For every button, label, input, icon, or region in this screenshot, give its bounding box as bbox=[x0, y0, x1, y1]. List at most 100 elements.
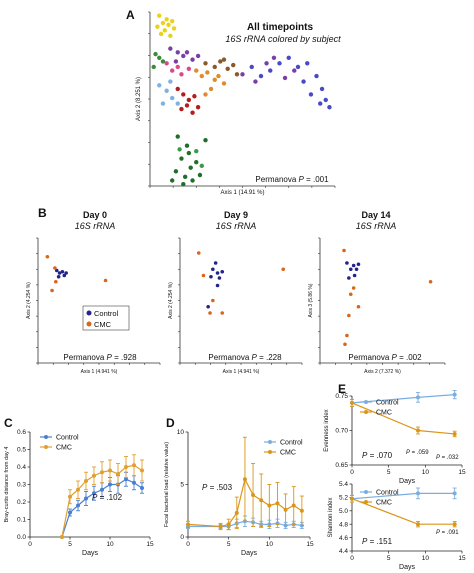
x-tick-label-E1: 15 bbox=[458, 469, 466, 476]
data-point-B9-1-2 bbox=[211, 298, 215, 303]
x-tick-label-E1: 0 bbox=[350, 469, 354, 476]
data-point-D-1-10 bbox=[291, 503, 296, 508]
x-tick-label-C: 15 bbox=[146, 541, 154, 548]
data-point-A-4-7 bbox=[203, 92, 208, 97]
legend-marker-D-0 bbox=[268, 440, 272, 444]
data-point-A-6-1 bbox=[181, 92, 186, 97]
data-point-B14-0-0 bbox=[345, 261, 349, 265]
y-tick-label-E2: 4.6 bbox=[339, 535, 348, 542]
data-point-A-6-3 bbox=[192, 94, 197, 99]
data-point-D-1-3 bbox=[234, 510, 239, 515]
data-point-A-4-3 bbox=[212, 77, 217, 82]
data-point-A-7-1 bbox=[164, 88, 169, 93]
data-point-A-11-0 bbox=[194, 149, 199, 154]
data-point-C-0-2 bbox=[76, 503, 80, 508]
data-point-A-0-6 bbox=[171, 26, 177, 31]
data-point-D-1-1 bbox=[218, 524, 223, 529]
y-axis-label-B14: Axis 3 (5.86 %) bbox=[308, 283, 314, 317]
data-point-B9-0-0 bbox=[211, 267, 215, 272]
data-point-A-3-2 bbox=[175, 64, 180, 70]
data-point-C-1-9 bbox=[132, 463, 136, 468]
y-tick-label-C: 0.0 bbox=[17, 534, 26, 541]
data-point-E2-0-1 bbox=[416, 491, 420, 496]
data-point-D-1-2 bbox=[226, 522, 231, 527]
data-point-E2-0-2 bbox=[452, 491, 457, 496]
legend-marker-E1-1 bbox=[364, 410, 368, 414]
data-point-A-7-5 bbox=[175, 101, 180, 106]
data-point-A-0-8 bbox=[158, 31, 164, 37]
data-point-A-5-1 bbox=[212, 64, 217, 70]
data-point-A-7-4 bbox=[168, 79, 173, 84]
data-point-A-8-4 bbox=[286, 55, 291, 60]
data-point-A-10-12 bbox=[186, 150, 192, 156]
data-point-A-9-5 bbox=[271, 55, 277, 60]
panel-b9-subtitle: 16S rRNA bbox=[215, 221, 257, 231]
data-point-A-6-2 bbox=[186, 97, 192, 103]
data-point-A-9-3 bbox=[282, 75, 288, 81]
x-tick-label-C: 10 bbox=[106, 541, 114, 548]
data-point-B9-1-0 bbox=[196, 251, 201, 255]
data-point-A-3-1 bbox=[170, 68, 175, 73]
y-axis-label-D: Fecal bacterial load (relative value) bbox=[164, 442, 170, 527]
data-point-B0-0-5 bbox=[64, 271, 68, 275]
data-point-A-6-5 bbox=[195, 105, 201, 110]
data-point-C-0-5 bbox=[100, 487, 104, 492]
data-point-A-7-3 bbox=[160, 101, 166, 106]
data-point-B9-0-2 bbox=[217, 276, 222, 280]
data-point-A-5-3 bbox=[225, 66, 230, 71]
data-point-A-5-4 bbox=[231, 62, 236, 68]
data-point-A-5-5 bbox=[221, 57, 227, 62]
legend-label-C-1: CMC bbox=[56, 445, 72, 452]
data-point-A-1-5 bbox=[173, 59, 179, 64]
panel-b14-subtitle: 16S rRNA bbox=[355, 221, 397, 231]
data-point-A-0-2 bbox=[170, 18, 175, 24]
data-point-D-1-9 bbox=[283, 507, 288, 512]
legend-marker-E2-1 bbox=[364, 500, 368, 504]
y-tick-label-C: 0.2 bbox=[17, 499, 26, 506]
data-point-B9-0-5 bbox=[209, 274, 213, 279]
y-tick-label-D: 10 bbox=[177, 429, 185, 436]
y-axis-label-E1: Evenness index bbox=[324, 409, 330, 451]
data-point-A-0-9 bbox=[168, 33, 173, 39]
data-point-D-1-6 bbox=[259, 498, 264, 503]
data-point-A-6-0 bbox=[175, 86, 180, 92]
data-point-B14-1-3 bbox=[347, 313, 351, 318]
legend-marker-C-1 bbox=[44, 445, 48, 449]
data-point-A-8-2 bbox=[268, 68, 273, 73]
data-point-C-0-6 bbox=[108, 482, 112, 487]
data-point-A-8-3 bbox=[277, 61, 282, 66]
y-tick-label-E2: 4.4 bbox=[339, 548, 348, 555]
panel-b14-title: Day 14 bbox=[361, 210, 391, 220]
data-point-A-2-2 bbox=[160, 59, 166, 64]
data-point-A-10-2 bbox=[179, 156, 184, 161]
x-axis-label-B9: Axis 1 (4.941 %) bbox=[223, 369, 260, 375]
data-point-B14-1-7 bbox=[428, 279, 433, 284]
y-tick-label-C: 0.1 bbox=[17, 517, 26, 524]
data-point-D-1-5 bbox=[251, 493, 256, 497]
panel-label-d: D bbox=[166, 416, 175, 430]
point-annotation-E1-1: P = .032 bbox=[436, 455, 459, 461]
data-point-A-9-4 bbox=[292, 68, 297, 73]
data-point-B0-1-0 bbox=[45, 254, 50, 259]
y-tick-label-C: 0.5 bbox=[17, 447, 26, 454]
data-point-A-1-0 bbox=[168, 46, 173, 51]
data-point-E1-1-0 bbox=[350, 400, 354, 405]
data-point-B14-1-0 bbox=[342, 248, 346, 253]
x-tick-label-D: 5 bbox=[227, 541, 231, 548]
data-point-B9-1-3 bbox=[208, 311, 212, 315]
data-point-B14-0-6 bbox=[352, 273, 357, 278]
data-point-E2-1-0 bbox=[350, 496, 354, 501]
data-point-B9-0-4 bbox=[220, 269, 225, 274]
legend-marker-E1-0 bbox=[364, 400, 368, 404]
data-point-A-10-9 bbox=[181, 181, 186, 187]
x-tick-label-D: 15 bbox=[306, 541, 314, 548]
legend-label-C-0: Control bbox=[56, 435, 79, 442]
data-point-B9-0-3 bbox=[213, 261, 218, 265]
data-point-C-1-0 bbox=[60, 535, 64, 539]
y-tick-label-E2: 5.2 bbox=[339, 495, 348, 502]
x-tick-label-D: 0 bbox=[186, 541, 190, 548]
data-point-A-7-0 bbox=[157, 83, 162, 88]
data-point-A-9-1 bbox=[253, 79, 258, 84]
data-point-A-4-2 bbox=[205, 70, 210, 75]
